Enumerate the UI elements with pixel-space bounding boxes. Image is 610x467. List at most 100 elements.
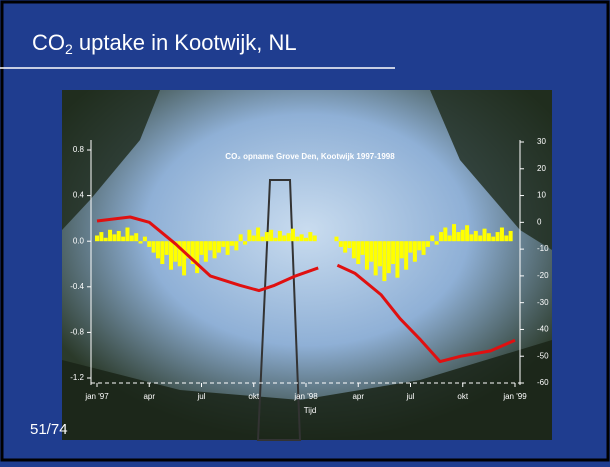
y2-tick-label: 30	[537, 137, 546, 146]
bar	[447, 235, 452, 242]
x-tick-label: jul	[196, 392, 205, 401]
bar	[482, 228, 487, 242]
bar	[343, 241, 348, 253]
bar	[369, 241, 374, 262]
bar	[430, 235, 435, 242]
bar	[295, 236, 300, 242]
bar	[364, 241, 369, 270]
slide-title: CO2 uptake in Kootwijk, NL	[32, 30, 297, 57]
bar	[116, 230, 121, 242]
y2-tick-label: 0	[537, 217, 542, 226]
y2-tick-label: 20	[537, 164, 546, 173]
bar	[173, 241, 178, 262]
bar	[155, 241, 160, 259]
bar	[186, 241, 191, 259]
bar	[438, 232, 443, 242]
bar	[151, 241, 156, 253]
bar	[147, 241, 152, 247]
bar	[452, 224, 457, 242]
y2-tick-label: -60	[537, 378, 549, 387]
photo-tower	[256, 179, 302, 441]
bar	[256, 227, 261, 242]
bar	[238, 234, 243, 242]
bar	[129, 235, 134, 242]
bar	[121, 236, 126, 242]
y-tick-label: 0.4	[73, 191, 85, 200]
bar	[216, 241, 221, 253]
bar	[360, 241, 365, 255]
bar	[125, 227, 130, 242]
bar	[103, 237, 108, 242]
bar	[460, 229, 465, 242]
bar	[225, 241, 230, 255]
bar	[465, 225, 470, 242]
bar	[190, 241, 195, 264]
bar	[504, 235, 509, 242]
bar	[408, 241, 413, 253]
y-tick-label: -0.4	[70, 282, 84, 291]
bar	[269, 229, 274, 242]
x-axis-label: Tijd	[304, 406, 317, 415]
bar	[334, 236, 339, 242]
y2-tick-label: -40	[537, 325, 549, 334]
bar	[164, 241, 169, 255]
y-tick-label: -1.2	[70, 373, 84, 382]
bar	[495, 232, 500, 242]
bar	[434, 241, 439, 245]
bar	[142, 236, 147, 242]
bar	[282, 235, 287, 242]
bar	[382, 241, 387, 282]
bar	[243, 241, 248, 245]
bar	[199, 241, 204, 255]
line	[96, 215, 516, 364]
bar	[229, 241, 234, 246]
y-tick-label: 0.8	[73, 145, 85, 154]
y2-tick-label: -10	[537, 244, 549, 253]
bar	[338, 241, 343, 247]
x-tick-label: jan '98	[293, 392, 318, 401]
x-tick-label: apr	[352, 392, 364, 401]
x-tick-label: jul	[405, 392, 414, 401]
bar	[134, 233, 139, 242]
y2-tick-label: 10	[537, 191, 546, 200]
bar	[304, 237, 308, 242]
y2-tick-label: -30	[537, 298, 549, 307]
bar	[486, 233, 491, 242]
bar	[264, 232, 269, 242]
bar	[247, 229, 252, 242]
bar	[273, 237, 278, 242]
bar	[182, 241, 187, 276]
bar	[499, 227, 504, 242]
bar	[312, 235, 317, 242]
page-number: 51/74	[30, 421, 68, 438]
y-tick-label: 0.0	[73, 236, 85, 245]
chart: CO₂ opname Grove Den, Kootwijk 1997-1998…	[70, 137, 549, 415]
bar	[277, 230, 282, 242]
bar	[251, 235, 256, 242]
bar	[417, 241, 422, 251]
photo-foliage	[62, 90, 160, 230]
bar	[95, 235, 99, 242]
bar	[469, 234, 474, 242]
bar	[290, 228, 295, 242]
x-tick-label: jan '99	[502, 392, 527, 401]
x-tick-label: okt	[248, 392, 259, 401]
y-tick-label: -0.8	[70, 328, 84, 337]
bar	[425, 241, 430, 247]
bar	[112, 234, 117, 242]
bar	[160, 241, 165, 264]
bar	[508, 230, 513, 242]
bar	[347, 241, 352, 249]
x-tick-label: apr	[143, 392, 155, 401]
bar	[351, 241, 356, 259]
bar	[234, 241, 239, 251]
bar	[456, 232, 461, 242]
x-tick-label: jan '97	[84, 392, 109, 401]
bar	[421, 241, 426, 255]
bar	[395, 241, 400, 278]
bar	[399, 241, 404, 259]
bar	[386, 241, 391, 274]
bar	[491, 236, 496, 242]
bar	[221, 241, 226, 247]
bar	[177, 241, 182, 267]
